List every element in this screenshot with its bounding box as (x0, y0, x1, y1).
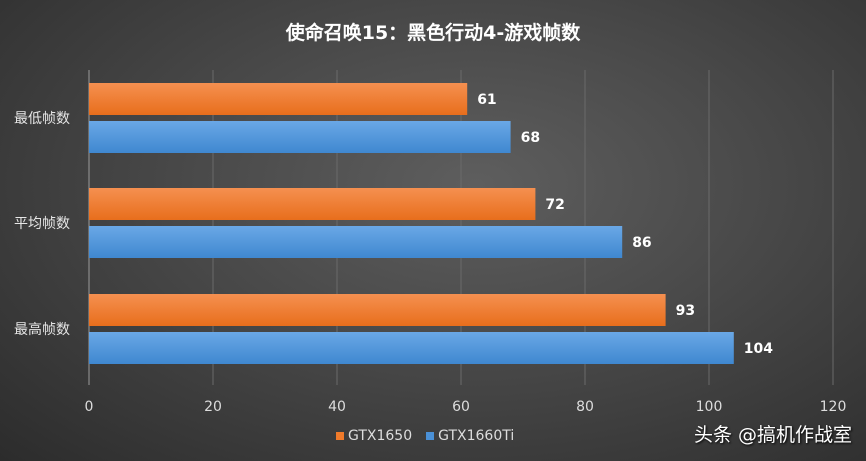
watermark: 头条 @搞机作战室 (693, 424, 852, 446)
category-label: 最低帧数 (14, 111, 70, 127)
x-tick-label: 80 (576, 399, 594, 415)
legend-item-gtx1650: GTX1650 (336, 428, 412, 444)
data-label: 68 (521, 130, 540, 146)
bar-gtx1660ti (89, 121, 511, 153)
legend-label: GTX1650 (348, 428, 413, 444)
data-label: 93 (676, 303, 695, 319)
x-tick-label: 60 (452, 399, 470, 415)
bar-gtx1650 (89, 83, 468, 115)
legend-item-gtx1660ti: GTX1660Ti (426, 428, 514, 444)
category-label: 最高帧数 (14, 321, 70, 338)
bar-gtx1650 (89, 294, 666, 326)
legend: GTX1650 GTX1660Ti (336, 428, 514, 444)
data-label: 72 (545, 197, 564, 213)
x-tick-label: 0 (85, 399, 94, 415)
legend-swatch (336, 432, 344, 440)
x-tick-label: 40 (328, 399, 346, 415)
bar-gtx1660ti (89, 332, 734, 364)
chart-title: 使命召唤15：黑色行动4-游戏帧数 (285, 22, 581, 44)
data-label: 61 (477, 92, 496, 108)
legend-label: GTX1660Ti (438, 428, 515, 444)
bar-gtx1650 (89, 188, 536, 220)
legend-swatch (426, 432, 435, 440)
x-tick-label: 120 (820, 399, 847, 415)
data-label: 86 (632, 235, 651, 251)
x-tick-label: 100 (696, 399, 723, 415)
data-label: 104 (744, 341, 773, 357)
category-label: 平均帧数 (14, 216, 70, 232)
x-tick-label: 20 (204, 399, 222, 415)
bar-gtx1660ti (89, 226, 623, 258)
